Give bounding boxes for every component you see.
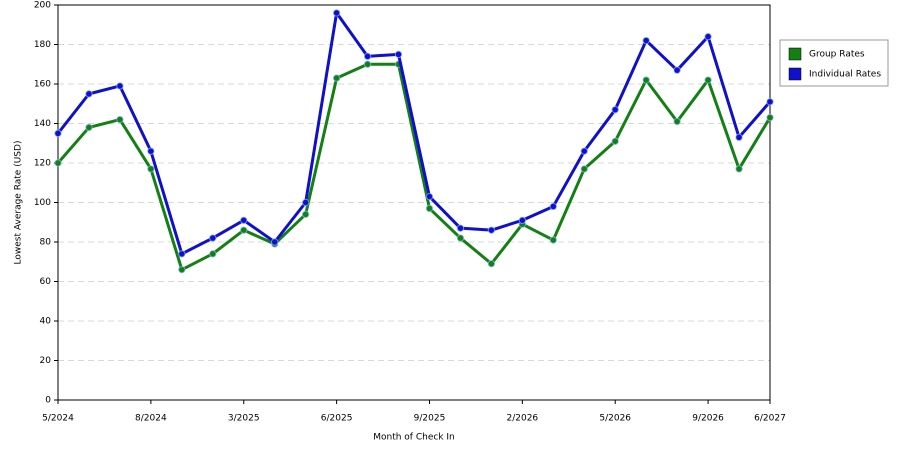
plot-border xyxy=(57,4,771,401)
data-point xyxy=(704,76,712,84)
data-point xyxy=(673,117,681,126)
data-point xyxy=(549,202,558,211)
data-point xyxy=(209,234,217,242)
x-tick-label: 6/2027 xyxy=(754,414,786,424)
data-point xyxy=(240,216,248,224)
data-point xyxy=(85,90,93,98)
data-point xyxy=(116,82,124,90)
data-point xyxy=(704,32,712,41)
data-point xyxy=(425,192,434,201)
series-line xyxy=(56,11,772,256)
data-point xyxy=(642,36,650,45)
series-line xyxy=(56,62,772,272)
data-point xyxy=(332,74,341,82)
x-tick-label: 3/2025 xyxy=(228,414,260,424)
data-point xyxy=(611,137,619,145)
data-point xyxy=(518,216,527,224)
legend: Group Rates Individual Rates xyxy=(779,39,889,87)
legend-swatch xyxy=(788,47,802,61)
data-point xyxy=(178,250,186,258)
y-tick-label: 100 xyxy=(34,198,51,208)
data-point xyxy=(85,123,93,132)
x-tick-label: 2/2026 xyxy=(507,414,539,424)
data-point xyxy=(209,250,217,258)
x-tick-label: 8/2024 xyxy=(135,414,167,424)
data-point xyxy=(766,113,774,122)
data-point xyxy=(456,234,465,242)
data-point xyxy=(394,50,403,59)
y-tick-label: 120 xyxy=(34,159,51,169)
data-point xyxy=(487,226,496,234)
x-tick-label: 5/2024 xyxy=(42,414,74,424)
y-tick-label: 180 xyxy=(34,40,51,50)
legend-label: Individual Rates xyxy=(809,70,881,80)
data-point xyxy=(642,76,650,84)
data-point xyxy=(456,224,465,232)
data-point xyxy=(766,98,774,106)
data-point xyxy=(735,133,743,142)
legend-label: Group Rates xyxy=(809,50,865,60)
data-point xyxy=(611,105,619,114)
y-tick-label: 20 xyxy=(40,356,52,366)
data-point xyxy=(54,159,62,167)
data-point xyxy=(425,204,434,213)
data-point xyxy=(735,165,743,173)
x-tick-label: 5/2026 xyxy=(599,414,631,424)
data-point xyxy=(54,129,62,138)
x-axis-title: Month of Check In xyxy=(373,433,455,443)
y-tick-label: 0 xyxy=(45,396,51,406)
data-point xyxy=(301,198,310,207)
x-tick-label: 9/2026 xyxy=(692,414,724,424)
y-tick-label: 140 xyxy=(34,119,51,129)
data-point xyxy=(147,165,155,173)
y-tick-label: 40 xyxy=(40,317,52,327)
data-point xyxy=(240,226,248,234)
x-tick-label: 6/2025 xyxy=(321,414,353,424)
data-point xyxy=(580,147,588,155)
data-point xyxy=(301,210,310,219)
legend-swatch xyxy=(788,67,802,81)
data-point xyxy=(549,236,558,244)
y-tick-label: 200 xyxy=(34,1,51,11)
y-tick-label: 80 xyxy=(40,238,52,248)
data-point xyxy=(580,165,588,173)
data-point xyxy=(332,9,341,17)
data-point xyxy=(147,147,155,155)
y-axis-title: Lowest Average Rate (USD) xyxy=(14,141,24,265)
x-tick-label: 9/2025 xyxy=(414,414,446,424)
data-point xyxy=(363,60,372,68)
data-point xyxy=(487,260,496,268)
data-point xyxy=(178,265,186,274)
data-point xyxy=(270,238,279,246)
y-tick-label: 160 xyxy=(34,80,51,90)
y-tick-label: 60 xyxy=(40,277,52,287)
data-point xyxy=(673,66,681,74)
data-point xyxy=(363,52,372,61)
data-point xyxy=(116,115,124,124)
